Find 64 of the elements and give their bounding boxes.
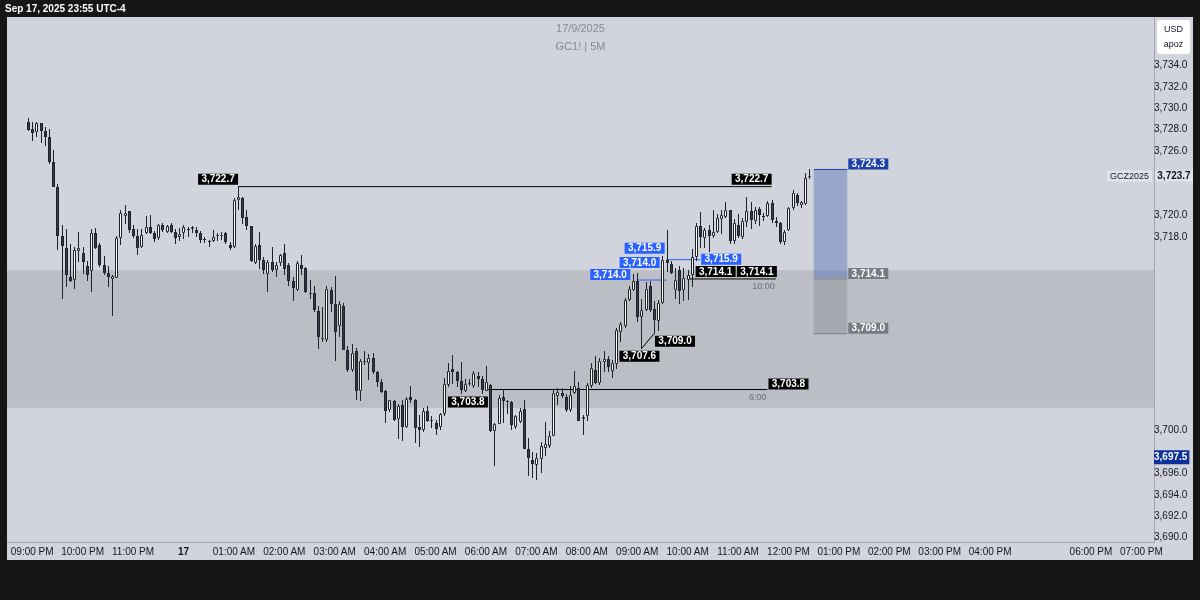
x-tick-label: 17 <box>177 545 190 557</box>
candlestick <box>808 169 811 179</box>
y-tick-label: 3,730.0 <box>1153 102 1188 114</box>
x-tick-label: 12:00 PM <box>767 545 810 557</box>
x-tick-label: 07:00 PM <box>1119 545 1163 557</box>
y-tick-label: 3,726.0 <box>1153 144 1188 156</box>
y-tick-label: 3,728.0 <box>1153 123 1188 135</box>
y-tick-label: 3,697.5 <box>1153 450 1188 462</box>
text: GC1! | 5M <box>555 40 606 53</box>
annotation: 6:00 <box>748 391 767 402</box>
data-label: 3,703.8 <box>771 378 806 390</box>
data-label: 3,707.6 <box>622 350 657 362</box>
data-label: 3,714.1 <box>740 265 774 277</box>
x-tick-label: 01:00 AM <box>212 545 256 557</box>
data-label: 3,709.0 <box>851 322 886 334</box>
x-tick-label: 04:00 AM <box>364 545 407 557</box>
y-tick-label: 3,734.0 <box>1153 59 1188 71</box>
data-label: 3,714.1 <box>698 265 733 277</box>
x-tick-label: 01:00 PM <box>817 545 861 557</box>
candlestick <box>666 230 669 272</box>
y-tick-label: 3,692.0 <box>1153 509 1188 521</box>
text: Sep 17, 2025 23:55 UTC-4 <box>5 2 127 14</box>
data-label: 3,703.8 <box>451 396 486 408</box>
data-label: 3,715.9 <box>627 242 662 254</box>
x-tick-label: 10:00 PM <box>61 545 105 557</box>
x-tick-label: 03:00 AM <box>313 545 356 557</box>
y-tick-label: 3,696.0 <box>1153 467 1188 479</box>
data-label: 3,724.3 <box>851 158 886 170</box>
annotation: 10:00 <box>752 280 775 291</box>
text: 3,723.7 <box>1157 170 1191 182</box>
x-tick-label: 08:00 AM <box>565 545 608 557</box>
x-tick-label: 03:00 PM <box>918 545 962 557</box>
x-tick-label: 02:00 AM <box>263 545 306 557</box>
x-tick-label: 06:00 AM <box>464 545 508 557</box>
data-label: 3,714.0 <box>622 256 657 268</box>
candlestick <box>506 400 509 414</box>
x-tick-label: 09:00 PM <box>10 545 54 557</box>
x-tick-label: 06:00 PM <box>1069 545 1113 557</box>
x-tick-label: 05:00 AM <box>414 545 457 557</box>
y-tick-label: 3,690.0 <box>1153 531 1188 543</box>
text: 17/9/2025 <box>556 22 605 35</box>
x-tick-label: 02:00 PM <box>867 545 911 557</box>
data-label: 3,722.7 <box>201 173 236 185</box>
x-tick-label: 04:00 PM <box>968 545 1012 557</box>
data-label: 3,715.9 <box>704 253 739 265</box>
y-tick-label: 3,732.0 <box>1153 80 1188 92</box>
candlestick <box>187 227 190 237</box>
x-tick-label: 09:00 AM <box>616 545 659 557</box>
x-tick-label: 11:00 PM <box>112 545 155 557</box>
data-label: 3,709.0 <box>658 335 693 347</box>
x-tick-label: 10:00 AM <box>666 545 709 557</box>
y-tick-label: 3,720.0 <box>1153 209 1188 221</box>
data-label: 3,714.0 <box>593 268 628 280</box>
data-label: 3,722.7 <box>734 173 769 185</box>
y-tick-label: 3,718.0 <box>1153 230 1188 242</box>
candlestick <box>451 355 454 384</box>
x-tick-label: 11:00 AM <box>717 545 759 557</box>
candlestick <box>582 415 585 435</box>
x-tick-label: 07:00 AM <box>515 545 558 557</box>
y-axis-title: USD apoz <box>1163 23 1184 49</box>
y-tick-label: 3,694.0 <box>1153 488 1188 500</box>
data-label: 3,714.1 <box>851 267 886 279</box>
y-tick-label: 3,700.0 <box>1153 424 1188 436</box>
text: GCZ2025 <box>1109 170 1150 181</box>
